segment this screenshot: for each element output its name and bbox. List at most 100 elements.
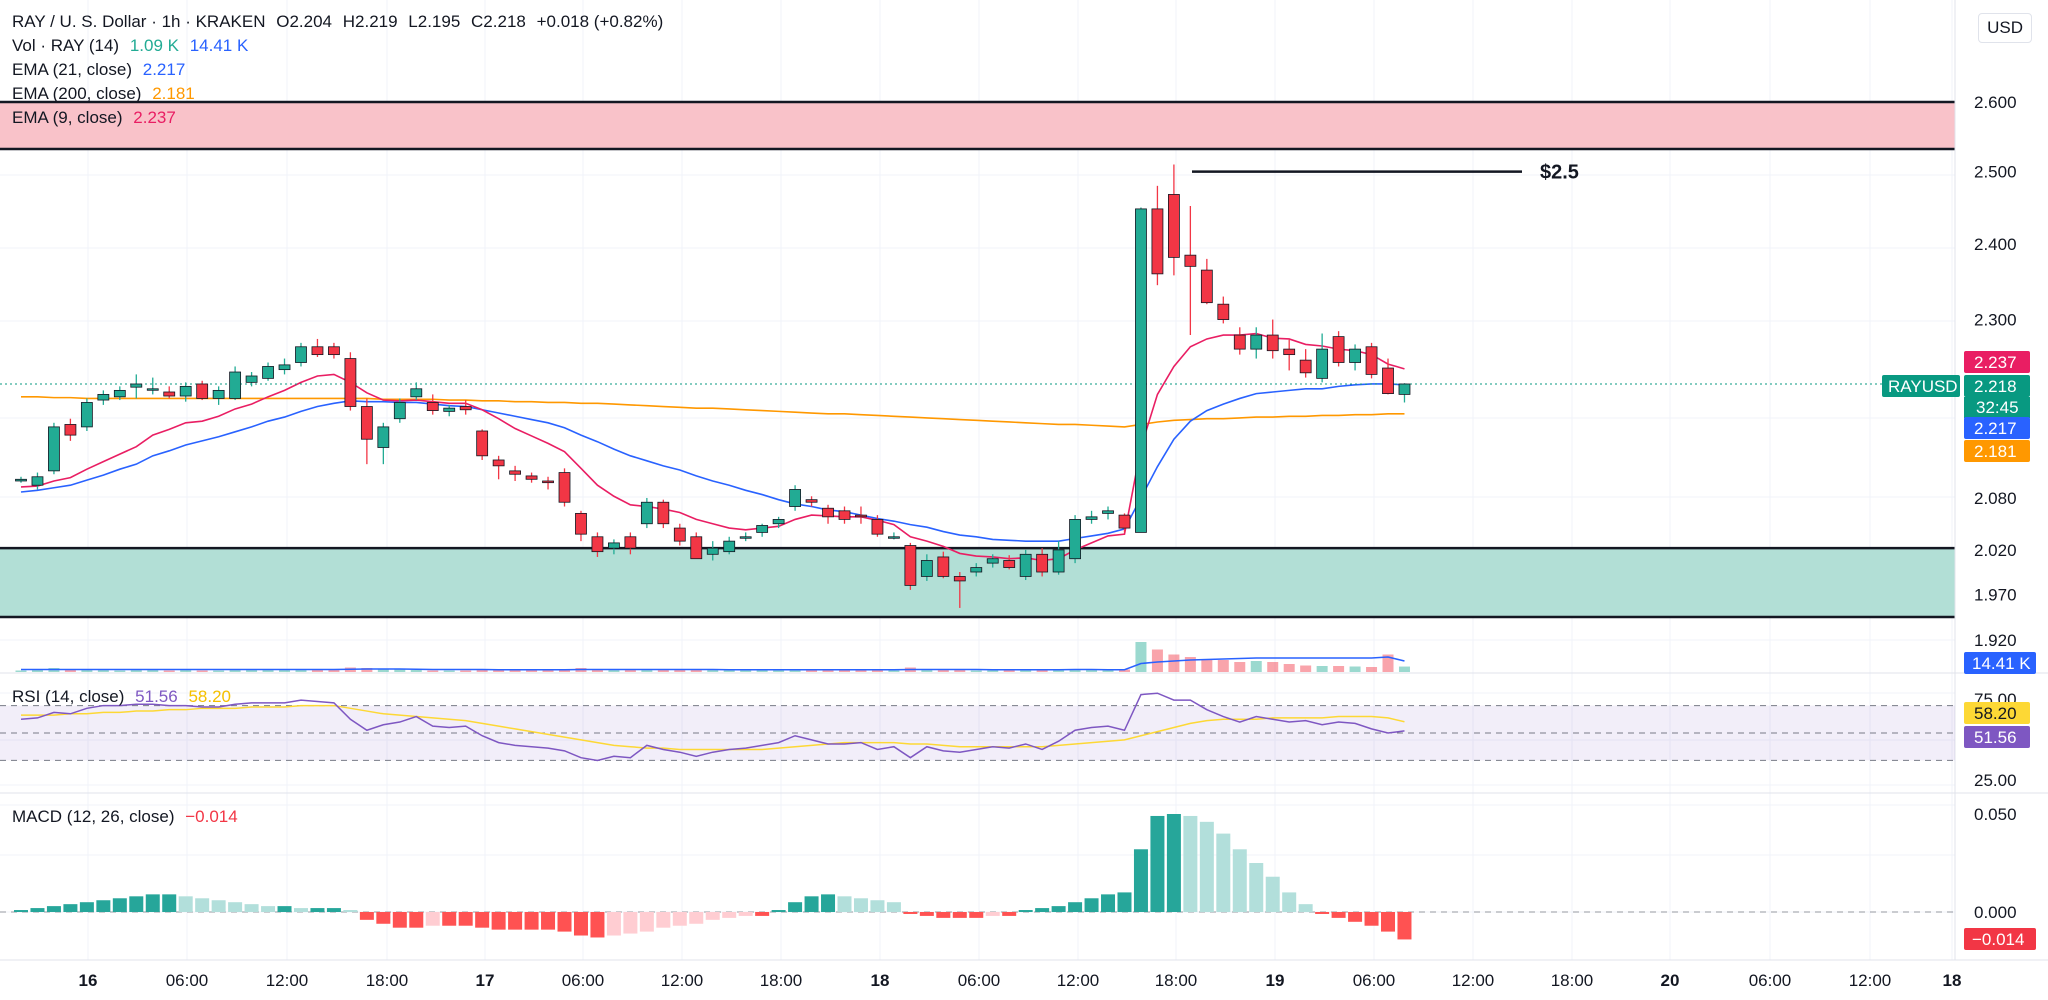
volume-bar <box>97 670 109 672</box>
macd-histogram-bar <box>1265 876 1280 912</box>
volume-bar <box>427 670 439 672</box>
candle-body <box>739 536 752 539</box>
candle-body <box>1200 269 1213 304</box>
volume-bar <box>1349 666 1361 672</box>
ema200-label: EMA (200, close) <box>12 84 142 103</box>
ema200-value: 2.181 <box>152 84 195 103</box>
macd-histogram-bar <box>837 896 852 912</box>
macd-histogram-bar <box>310 908 325 912</box>
price-label: 2.237 <box>1974 353 2017 372</box>
candle-body <box>196 383 209 399</box>
price-axis-tick: 2.020 <box>1974 541 2017 560</box>
rsi-legend[interactable]: RSI (14, close) 51.56 58.20 <box>12 686 237 708</box>
candle-body <box>640 501 653 525</box>
price-axis-tick: 1.920 <box>1974 631 2017 650</box>
time-axis-tick: 12:00 <box>1057 971 1100 990</box>
volume-bar <box>822 670 834 672</box>
candle-body <box>888 536 900 539</box>
macd-histogram-bar <box>211 900 226 912</box>
candle-body <box>953 576 966 582</box>
candle-body <box>130 383 143 388</box>
macd-label: MACD (12, 26, close) <box>12 807 175 826</box>
candle-body <box>113 389 126 398</box>
volume-bar <box>1201 659 1213 672</box>
macd-histogram-bar <box>491 912 506 930</box>
candle-body <box>706 547 719 555</box>
candle-body <box>1151 208 1164 275</box>
symbol-tag: RAYUSD <box>1888 377 1958 396</box>
volume-bar <box>591 669 603 672</box>
macd-histogram-bar <box>195 898 210 912</box>
volume-bar <box>855 670 867 672</box>
volume-bar <box>1382 654 1394 672</box>
candle-body <box>344 358 357 407</box>
volume-bar <box>130 669 142 672</box>
countdown-bg <box>1964 397 2030 418</box>
price-label-bg <box>1964 440 2030 462</box>
macd-histogram-bar <box>788 902 803 912</box>
volume-legend[interactable]: Vol · RAY (14) 1.09 K 14.41 K <box>12 35 254 57</box>
macd-histogram-bar <box>804 896 819 912</box>
macd-histogram-bar <box>1183 815 1198 912</box>
candle-body <box>608 542 620 549</box>
candle-body <box>492 459 505 467</box>
rsi-label-bg <box>1964 702 2030 724</box>
candle-body <box>575 512 587 535</box>
volume-bar <box>1283 664 1295 672</box>
rsi-line <box>20 692 1405 762</box>
volume-bar <box>476 669 488 672</box>
candle-body <box>937 556 950 577</box>
macd-histogram-bar <box>1364 912 1379 926</box>
candle-body <box>690 536 703 560</box>
macd-histogram-bar <box>277 906 292 912</box>
macd-legend[interactable]: MACD (12, 26, close) −0.014 <box>12 806 244 828</box>
candle-body <box>311 346 324 356</box>
macd-histogram-bar <box>1117 892 1132 912</box>
volume-axis-label: 14.41 K <box>1972 654 2031 673</box>
ema9-legend[interactable]: EMA (9, close) 2.237 <box>12 107 182 129</box>
price-label-bg <box>1964 351 2030 373</box>
macd-histogram-bar <box>112 898 127 912</box>
currency-button[interactable]: USD <box>1978 13 2032 43</box>
time-axis-tick: 06:00 <box>958 971 1001 990</box>
ema200-legend[interactable]: EMA (200, close) 2.181 <box>12 83 201 105</box>
macd-histogram-bar <box>903 912 918 914</box>
candle-body <box>31 476 44 486</box>
volume-ma-line <box>21 656 1405 671</box>
ema21-legend[interactable]: EMA (21, close) 2.217 <box>12 59 191 81</box>
candle-body <box>15 478 27 482</box>
price-axis-tick: 1.970 <box>1974 585 2017 604</box>
macd-histogram-bar <box>985 912 1000 916</box>
volume-bar <box>1300 665 1312 672</box>
volume-label: Vol · RAY (14) <box>12 36 120 55</box>
price-axis-tick: 2.080 <box>1974 489 2017 508</box>
macd-histogram-bar <box>919 912 934 916</box>
macd-histogram-bar <box>409 912 424 928</box>
candle-body <box>855 514 867 518</box>
candle-body <box>838 510 851 520</box>
candle-body <box>476 430 489 457</box>
candle-body <box>1003 560 1016 568</box>
candle-body <box>1019 553 1032 577</box>
ohlc-close: C2.218 <box>471 12 526 31</box>
time-axis-tick: 12:00 <box>266 971 309 990</box>
symbol-title[interactable]: RAY / U. S. Dollar · 1h · KRAKEN <box>12 12 266 31</box>
macd-histogram-bar <box>1397 912 1412 940</box>
candle-body <box>805 499 818 503</box>
macd-histogram-bar <box>1084 898 1099 912</box>
macd-histogram-bar <box>1249 863 1264 912</box>
volume-bar <box>1135 642 1147 672</box>
volume-bar <box>147 670 159 672</box>
ema21-line <box>20 383 1405 542</box>
macd-axis-tick: 0.050 <box>1974 805 2017 824</box>
volume-bar <box>229 669 241 672</box>
macd-label: −0.014 <box>1972 930 2024 949</box>
volume-bar <box>311 670 323 672</box>
rsi-ma-line <box>21 704 1405 751</box>
volume-bar <box>1003 670 1015 672</box>
macd-histogram-bar <box>870 900 885 912</box>
candle-body <box>1135 208 1147 533</box>
candle-body <box>459 406 472 411</box>
volume-bar <box>394 669 406 672</box>
